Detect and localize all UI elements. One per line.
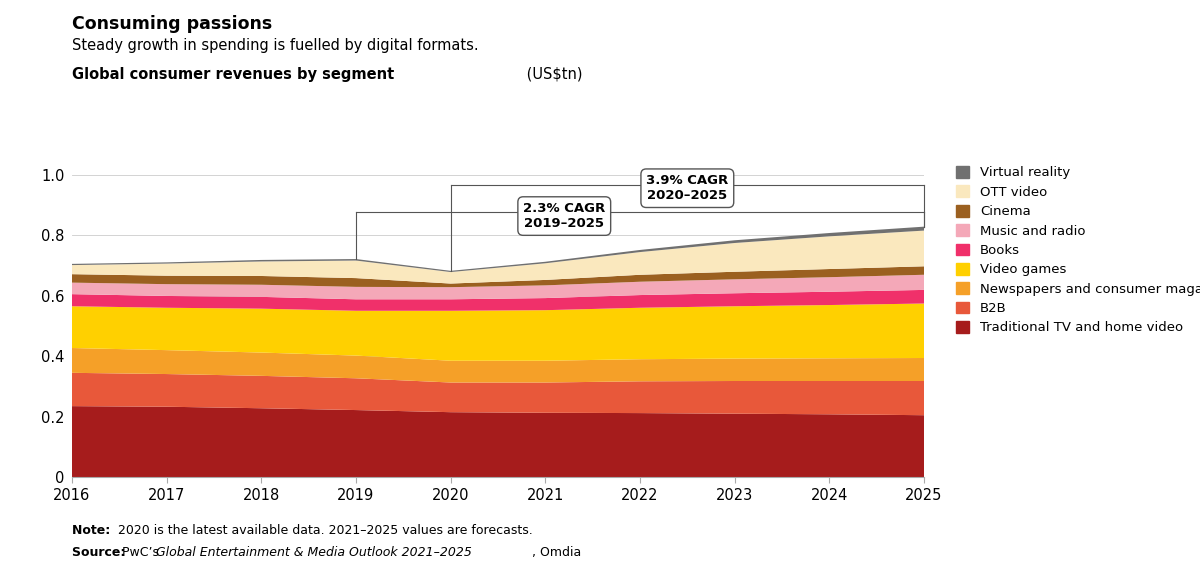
Text: 2.3% CAGR
2019–2025: 2.3% CAGR 2019–2025 <box>523 202 605 230</box>
Text: Steady growth in spending is fuelled by digital formats.: Steady growth in spending is fuelled by … <box>72 38 479 53</box>
Text: (US$tn): (US$tn) <box>522 67 582 82</box>
Text: Note:: Note: <box>72 524 115 537</box>
Text: 2020 is the latest available data. 2021–2025 values are forecasts.: 2020 is the latest available data. 2021–… <box>118 524 533 537</box>
Text: , Omdia: , Omdia <box>532 546 581 559</box>
Text: Global consumer revenues by segment: Global consumer revenues by segment <box>72 67 395 82</box>
Legend: Virtual reality, OTT video, Cinema, Music and radio, Books, Video games, Newspap: Virtual reality, OTT video, Cinema, Musi… <box>956 166 1200 335</box>
Text: 3.9% CAGR
2020–2025: 3.9% CAGR 2020–2025 <box>647 174 728 202</box>
Text: Source:: Source: <box>72 546 130 559</box>
Text: PwC’s: PwC’s <box>122 546 163 559</box>
Text: Global Entertainment & Media Outlook 2021–2025: Global Entertainment & Media Outlook 202… <box>156 546 472 559</box>
Text: Consuming passions: Consuming passions <box>72 15 272 33</box>
